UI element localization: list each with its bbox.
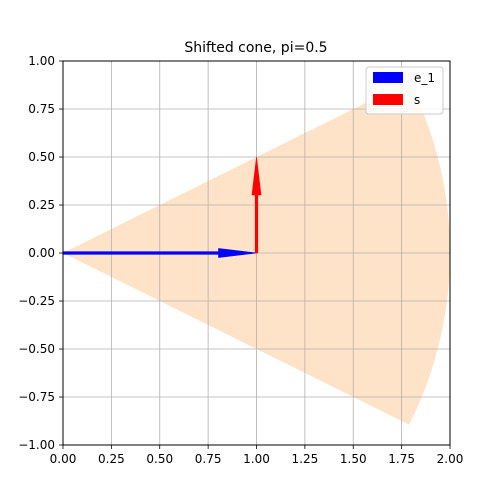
y-tick-label-3: −0.25 (18, 294, 55, 308)
x-tick-label-3: 0.75 (195, 452, 222, 466)
y-tick-label-4: 0.00 (28, 246, 55, 260)
x-tick-label-1: 0.25 (98, 452, 125, 466)
vector-arrow-e-1 (62, 248, 257, 258)
x-tick-label-8: 2.00 (437, 452, 464, 466)
y-tick-label-0: −1.00 (18, 438, 55, 452)
chart-title: Shifted cone, pi=0.5 (184, 40, 327, 56)
legend-swatch-e-1 (373, 72, 403, 83)
y-tick-label-6: 0.50 (28, 150, 55, 164)
y-tick-label-2: −0.50 (18, 342, 55, 356)
y-tick-label-5: 0.25 (28, 198, 55, 212)
vector-layer (62, 156, 262, 258)
x-tick-label-2: 0.50 (146, 452, 173, 466)
y-tick-label-8: 1.00 (28, 54, 55, 68)
y-tick-label-7: 0.75 (28, 102, 55, 116)
legend-swatch-s (373, 94, 403, 105)
legend-label-s: s (414, 93, 420, 107)
legend: e_1 s (365, 66, 444, 115)
y-tick-label-1: −0.75 (18, 390, 55, 404)
x-tick-label-7: 1.75 (388, 452, 415, 466)
vector-arrow-s (251, 156, 262, 254)
x-tick-label-4: 1.00 (243, 452, 270, 466)
x-tick-label-5: 1.25 (292, 452, 319, 466)
x-tick-label-6: 1.50 (340, 452, 367, 466)
tick-layer: 0.00 0.25 0.50 0.75 1.00 1.25 1.50 1.75 2.00 −1.0… (18, 54, 463, 466)
legend-label-e-1: e_1 (414, 71, 435, 85)
x-tick-label-0: 0.00 (50, 452, 77, 466)
